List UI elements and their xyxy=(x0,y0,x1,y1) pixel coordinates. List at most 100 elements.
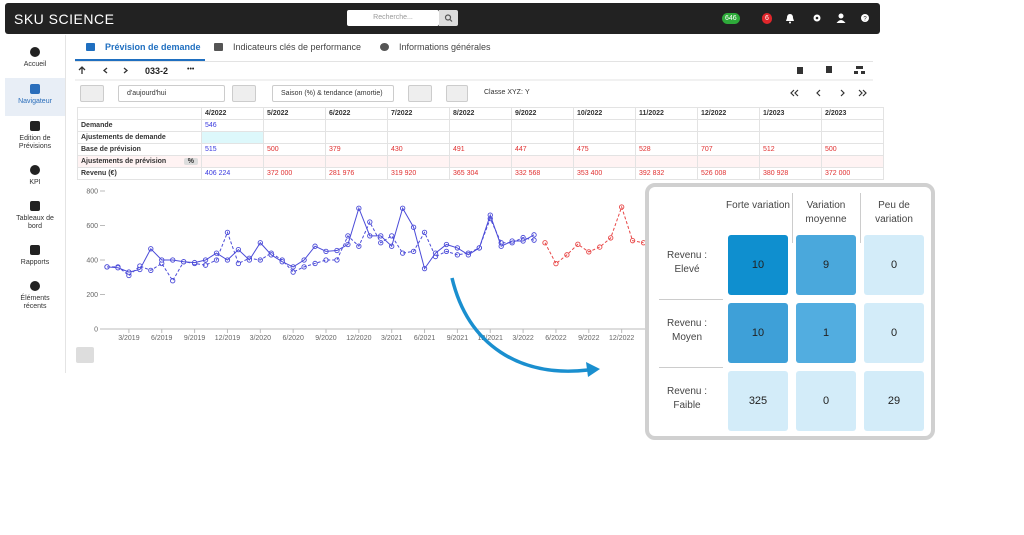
sidebar-icon xyxy=(30,281,40,291)
period-select[interactable]: d'aujourd'hui xyxy=(118,85,225,102)
toolbar-icons[interactable] xyxy=(75,63,875,103)
table-row: Ajustements de demande xyxy=(77,131,884,144)
sidebar-label: Navigateur xyxy=(18,98,52,105)
table-row: Demande 546 xyxy=(77,119,884,132)
matrix-row-header: Revenu : Faible xyxy=(666,386,708,411)
class-value: Y xyxy=(525,89,530,96)
sidebar-icon xyxy=(30,84,40,94)
arrow xyxy=(450,277,589,373)
top-icons[interactable]: ? xyxy=(785,11,875,27)
tab[interactable]: Prévision de demande xyxy=(105,42,201,52)
table-cell: 372 000 xyxy=(821,167,884,180)
x-tick-label: 3/2022 xyxy=(512,335,534,342)
sidebar-icon xyxy=(30,165,40,175)
svg-text:?: ? xyxy=(863,17,867,23)
sidebar-label: KPI xyxy=(29,179,41,186)
series-line xyxy=(544,205,644,265)
y-tick-label: 600 xyxy=(86,223,98,230)
sidebar-item[interactable]: Tableaux de bord xyxy=(5,195,65,239)
tab[interactable]: Indicateurs clés de performance xyxy=(233,42,362,52)
row-label-text: Base de prévision xyxy=(81,146,141,153)
sidebar-label: Tableaux de bord xyxy=(16,215,54,230)
table-cell: 380 928 xyxy=(759,167,822,180)
table-row: Revenu (€) 406 224 372 000 281 976 319 920 36… xyxy=(77,167,884,180)
tab[interactable]: Informations générales xyxy=(399,42,491,52)
sidebar-icon xyxy=(30,201,40,211)
table-cell: 526 008 xyxy=(697,167,760,180)
matrix-cell: 1 xyxy=(796,303,856,363)
x-tick-label: 6/2021 xyxy=(414,335,436,342)
sidebar-item[interactable]: Rapports xyxy=(5,239,65,273)
row-badge: % xyxy=(183,158,198,165)
point xyxy=(235,260,242,267)
matrix-column-header: Variation moyenne xyxy=(805,200,847,225)
item-code: 033-2 xyxy=(145,66,169,76)
x-tick-label: 12/2020 xyxy=(346,335,371,342)
matrix-cell: 9 xyxy=(796,235,856,295)
sidebar-label: Éléments récents xyxy=(20,295,50,310)
row-label-text: Revenu (€) xyxy=(81,170,117,177)
sidebar-label: Edition de Prévisions xyxy=(18,135,52,150)
matrix-column-header: Peu de variation xyxy=(875,200,913,225)
series-line xyxy=(107,217,535,282)
more-button[interactable]: ••• xyxy=(187,66,195,73)
sidebar: Accueil Navigateur Edition de Prévisions KP… xyxy=(5,35,66,373)
matrix-row-header: Revenu : Moyen xyxy=(666,318,708,343)
sidebar-item[interactable]: Accueil xyxy=(5,41,65,77)
x-tick-label: 6/2020 xyxy=(282,335,304,342)
x-tick-label: 3/2020 xyxy=(250,335,272,342)
undo-button[interactable] xyxy=(408,85,432,102)
method-select[interactable]: Saison (%) & tendance (amortie) xyxy=(272,85,394,102)
sidebar-icon xyxy=(30,47,40,57)
pager[interactable] xyxy=(784,85,874,101)
settings-button[interactable] xyxy=(80,85,104,102)
brand: SKU SCIENCE xyxy=(14,11,115,27)
y-tick-label: 0 xyxy=(94,327,98,334)
x-tick-label: 9/2019 xyxy=(184,335,206,342)
matrix-card: Forte variation Variation moyenne Peu de v… xyxy=(645,183,935,440)
y-tick-label: 800 xyxy=(86,189,98,196)
row-label-text: Ajustements de demande xyxy=(81,134,166,141)
refresh-button[interactable] xyxy=(232,85,256,102)
matrix-divider xyxy=(659,299,723,300)
matrix-cell: 0 xyxy=(864,303,924,363)
matrix-cell: 325 xyxy=(728,371,788,431)
tab-icon xyxy=(214,43,223,51)
tab-icon xyxy=(380,43,389,51)
matrix-divider xyxy=(792,193,793,243)
point xyxy=(334,257,340,263)
x-tick-label: 9/2021 xyxy=(447,335,469,342)
sidebar-item[interactable]: Éléments récents xyxy=(5,275,65,319)
matrix-column-header: Forte variation xyxy=(726,200,790,211)
tab-icon xyxy=(86,43,95,51)
point xyxy=(531,237,537,243)
sidebar-item[interactable]: Navigateur xyxy=(5,78,65,116)
search-input[interactable]: Recherche... xyxy=(347,10,439,26)
matrix-cell: 0 xyxy=(864,235,924,295)
sidebar-label: Rapports xyxy=(20,259,50,266)
matrix-row-header: Revenu : Elevé xyxy=(666,250,708,275)
sidebar-icon xyxy=(30,121,40,131)
table-header: 4/2022 5/2022 6/2022 7/2022 8/2022 9/2022 10/2… xyxy=(77,107,884,120)
x-tick-label: 9/2022 xyxy=(578,335,600,342)
badge: 6 xyxy=(762,13,772,24)
sidebar-item[interactable]: Edition de Prévisions xyxy=(5,115,65,159)
x-tick-label: 3/2021 xyxy=(381,335,403,342)
series-line xyxy=(106,206,535,273)
row-label-text: Ajustements de prévision xyxy=(81,158,167,165)
x-tick-label: 6/2022 xyxy=(545,335,567,342)
matrix-divider xyxy=(860,193,861,243)
delete-button[interactable] xyxy=(446,85,468,102)
point xyxy=(597,244,603,250)
matrix-cell: 0 xyxy=(796,371,856,431)
sidebar-icon xyxy=(30,245,40,255)
search-button[interactable] xyxy=(439,10,458,26)
matrix-cell: 10 xyxy=(728,235,788,295)
zoom-button[interactable] xyxy=(76,347,94,363)
sidebar-item[interactable]: KPI xyxy=(5,159,65,193)
table-cell: 353 400 xyxy=(573,167,636,180)
badge: 646 xyxy=(722,13,740,24)
x-tick-label: 12/2021 xyxy=(478,335,503,342)
